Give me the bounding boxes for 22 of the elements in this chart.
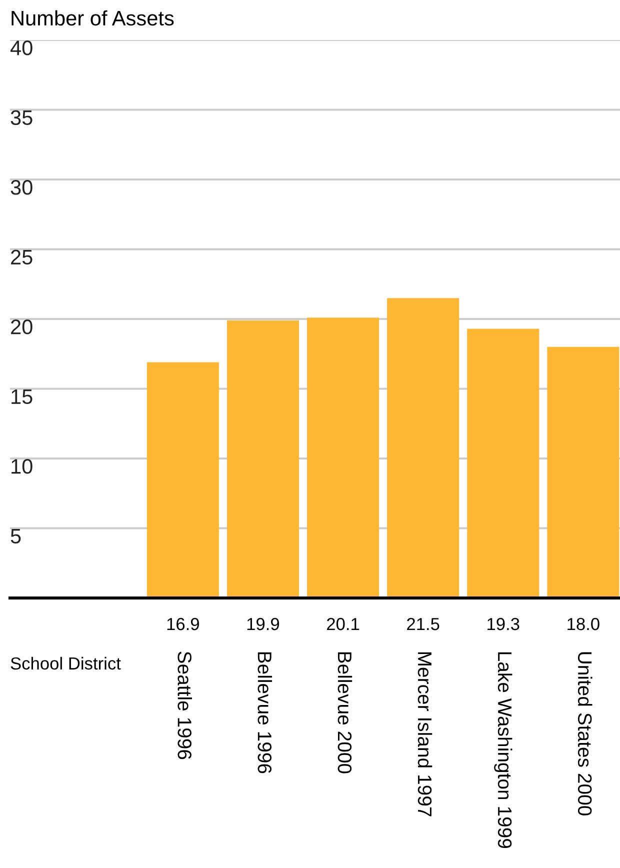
x-tick-label: Lake Washington 1999 <box>494 652 512 848</box>
y-tick-label: 15 <box>12 390 32 404</box>
x-tick-label: Bellevue 1996 <box>258 652 272 774</box>
y-tick-label: 40 <box>10 40 32 56</box>
y-tick-label: 5 <box>10 529 21 544</box>
y-tick-label: 25 <box>11 250 32 265</box>
chart-title: Number of Assets <box>12 10 174 26</box>
y-tick-label: 20 <box>11 320 32 334</box>
y-tick-label: 10 <box>12 459 32 474</box>
data-label: 16.9 <box>167 618 199 630</box>
x-tick-label: Mercer Island 1997 <box>418 652 432 816</box>
x-tick-label: United States 2000 <box>578 652 592 816</box>
data-label: 18.0 <box>568 618 600 630</box>
x-tick-label: Bellevue 2000 <box>338 652 352 774</box>
y-tick-label: 35 <box>10 110 32 126</box>
x-tick-label: Seattle 1996 <box>178 652 192 760</box>
data-label: 20.1 <box>327 618 360 630</box>
x-axis-title: School District <box>10 656 121 670</box>
data-label: 21.5 <box>407 618 440 630</box>
y-tick-label: 30 <box>10 180 32 195</box>
data-label: 19.3 <box>488 618 520 630</box>
data-label: 19.9 <box>247 618 280 630</box>
